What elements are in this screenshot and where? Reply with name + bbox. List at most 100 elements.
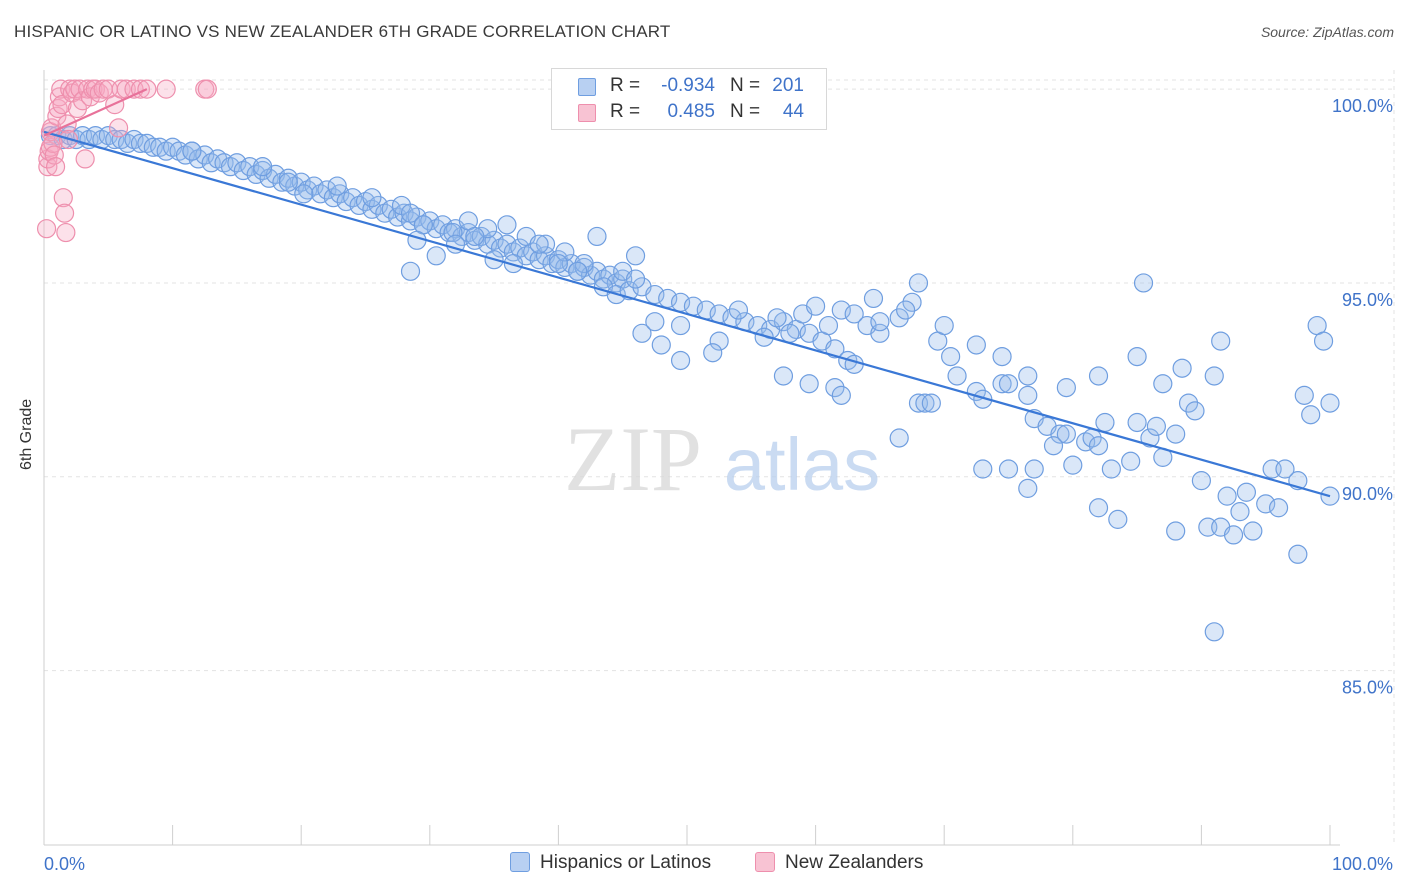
hispanics-point [1191, 471, 1212, 491]
new-zealanders-point [36, 219, 57, 239]
hispanics-point [227, 153, 247, 173]
new-zealanders-point [75, 149, 95, 169]
hispanics-point [195, 145, 215, 165]
hispanics-point [317, 180, 337, 200]
new-zealanders-point [108, 118, 129, 138]
hispanics-point [465, 226, 485, 247]
new-zealanders-point [156, 79, 176, 99]
hispanics-point [143, 137, 163, 157]
hispanics-point [1166, 424, 1186, 444]
watermark-atlas: atlas [724, 423, 880, 506]
hispanics-point [443, 222, 463, 243]
hispanics-point [1088, 498, 1109, 518]
hispanics-point [535, 234, 556, 254]
hispanics-point [1172, 358, 1192, 378]
hispanics-point [825, 378, 845, 398]
hispanics-point [992, 346, 1012, 367]
hispanics-point [805, 296, 826, 316]
hispanics-point [625, 269, 646, 289]
x-tick-label-max: 100.0% [1332, 854, 1393, 874]
hispanics-point [1024, 459, 1044, 479]
hispanics-point [1204, 366, 1224, 386]
x-tick-label-min: 0.0% [44, 854, 85, 874]
hispanics-point [1313, 331, 1334, 351]
hispanics-point [998, 374, 1019, 394]
hispanics-point [600, 265, 620, 285]
hispanics-point [1088, 366, 1109, 386]
n-value: 44 [782, 101, 804, 122]
legend-item-hispanics[interactable]: Hispanics or Latinos [510, 852, 711, 874]
hispanics-point [973, 459, 993, 479]
correlation-legend: R = -0.934 N = 201 R = 0.485 N = 44 [551, 68, 827, 130]
hispanics-point [670, 350, 691, 371]
hispanics-point [934, 315, 954, 336]
hispanics-point [1236, 482, 1257, 502]
hispanics-point [902, 292, 922, 312]
hispanics-point [998, 459, 1019, 479]
hispanics-point [992, 374, 1012, 394]
hispanics-point [889, 308, 909, 328]
hispanics-point [555, 242, 575, 262]
r-value: -0.934 [661, 75, 715, 96]
hispanics-point [1133, 273, 1154, 293]
new-zealanders-point [56, 222, 76, 243]
hispanics-point [253, 157, 273, 177]
y-tick-label: 95.0% [1342, 290, 1393, 310]
hispanics-point [503, 253, 523, 274]
hispanics-point [625, 246, 646, 266]
hispanics-point [294, 184, 314, 204]
hispanics-point [182, 141, 202, 161]
hispanics-point [632, 323, 652, 343]
n-value: 201 [772, 75, 804, 96]
hispanics-point [343, 188, 363, 208]
legend-row-hispanics: R = -0.934 N = 201 [552, 75, 826, 101]
new-zealanders-point [53, 188, 73, 208]
hispanics-point [130, 133, 151, 154]
legend-item-new-zealanders[interactable]: New Zealanders [755, 852, 923, 874]
hispanics-point [400, 261, 421, 281]
hispanics-point [1018, 366, 1038, 386]
hispanics-point [1063, 455, 1083, 475]
hispanics-point [844, 354, 864, 374]
hispanics-point [1185, 401, 1205, 421]
x-tick-labels: 0.0% 100.0% [44, 854, 1393, 874]
hispanics-point [548, 253, 569, 274]
hispanics-point [1230, 502, 1250, 522]
hispanics-point [1211, 331, 1231, 351]
hispanics-point [915, 393, 935, 413]
hispanics-point [587, 226, 607, 247]
hispanics-point [870, 312, 890, 332]
new-zealanders-point [38, 157, 58, 177]
watermark-zip: ZIP [564, 408, 702, 510]
hispanics-point [497, 234, 517, 254]
chart-title: HISPANIC OR LATINO VS NEW ZEALANDER 6TH … [14, 22, 671, 41]
hispanics-point [105, 129, 125, 150]
hispanics-point [1204, 622, 1224, 642]
hispanics-point [844, 304, 864, 324]
hispanics-point [1275, 459, 1295, 479]
legend-label: New Zealanders [785, 852, 924, 873]
new-zealanders-point [45, 157, 66, 177]
hispanics-point [831, 300, 851, 320]
new-zealanders-point [47, 106, 67, 126]
hispanics-point [1223, 525, 1244, 545]
hispanics-point [1127, 346, 1147, 367]
hispanics-point [767, 308, 787, 328]
hispanics-point [471, 226, 491, 247]
hispanics-point [941, 346, 961, 367]
hispanics-point [330, 184, 350, 204]
hispanics-point [394, 203, 414, 223]
hispanics-point [863, 288, 884, 309]
hispanics-point [1043, 436, 1064, 456]
hispanics-point [484, 230, 504, 250]
hispanics-point [1121, 451, 1141, 471]
hispanics-point [703, 343, 723, 363]
r-value: 0.485 [667, 101, 715, 122]
hispanics-point [426, 246, 446, 266]
new-zealanders-trend-line [43, 88, 148, 137]
hispanics-point [780, 323, 800, 343]
hispanics-point [1294, 385, 1314, 405]
new-zealanders-point [49, 87, 70, 107]
legend-swatch-blue [578, 78, 596, 96]
